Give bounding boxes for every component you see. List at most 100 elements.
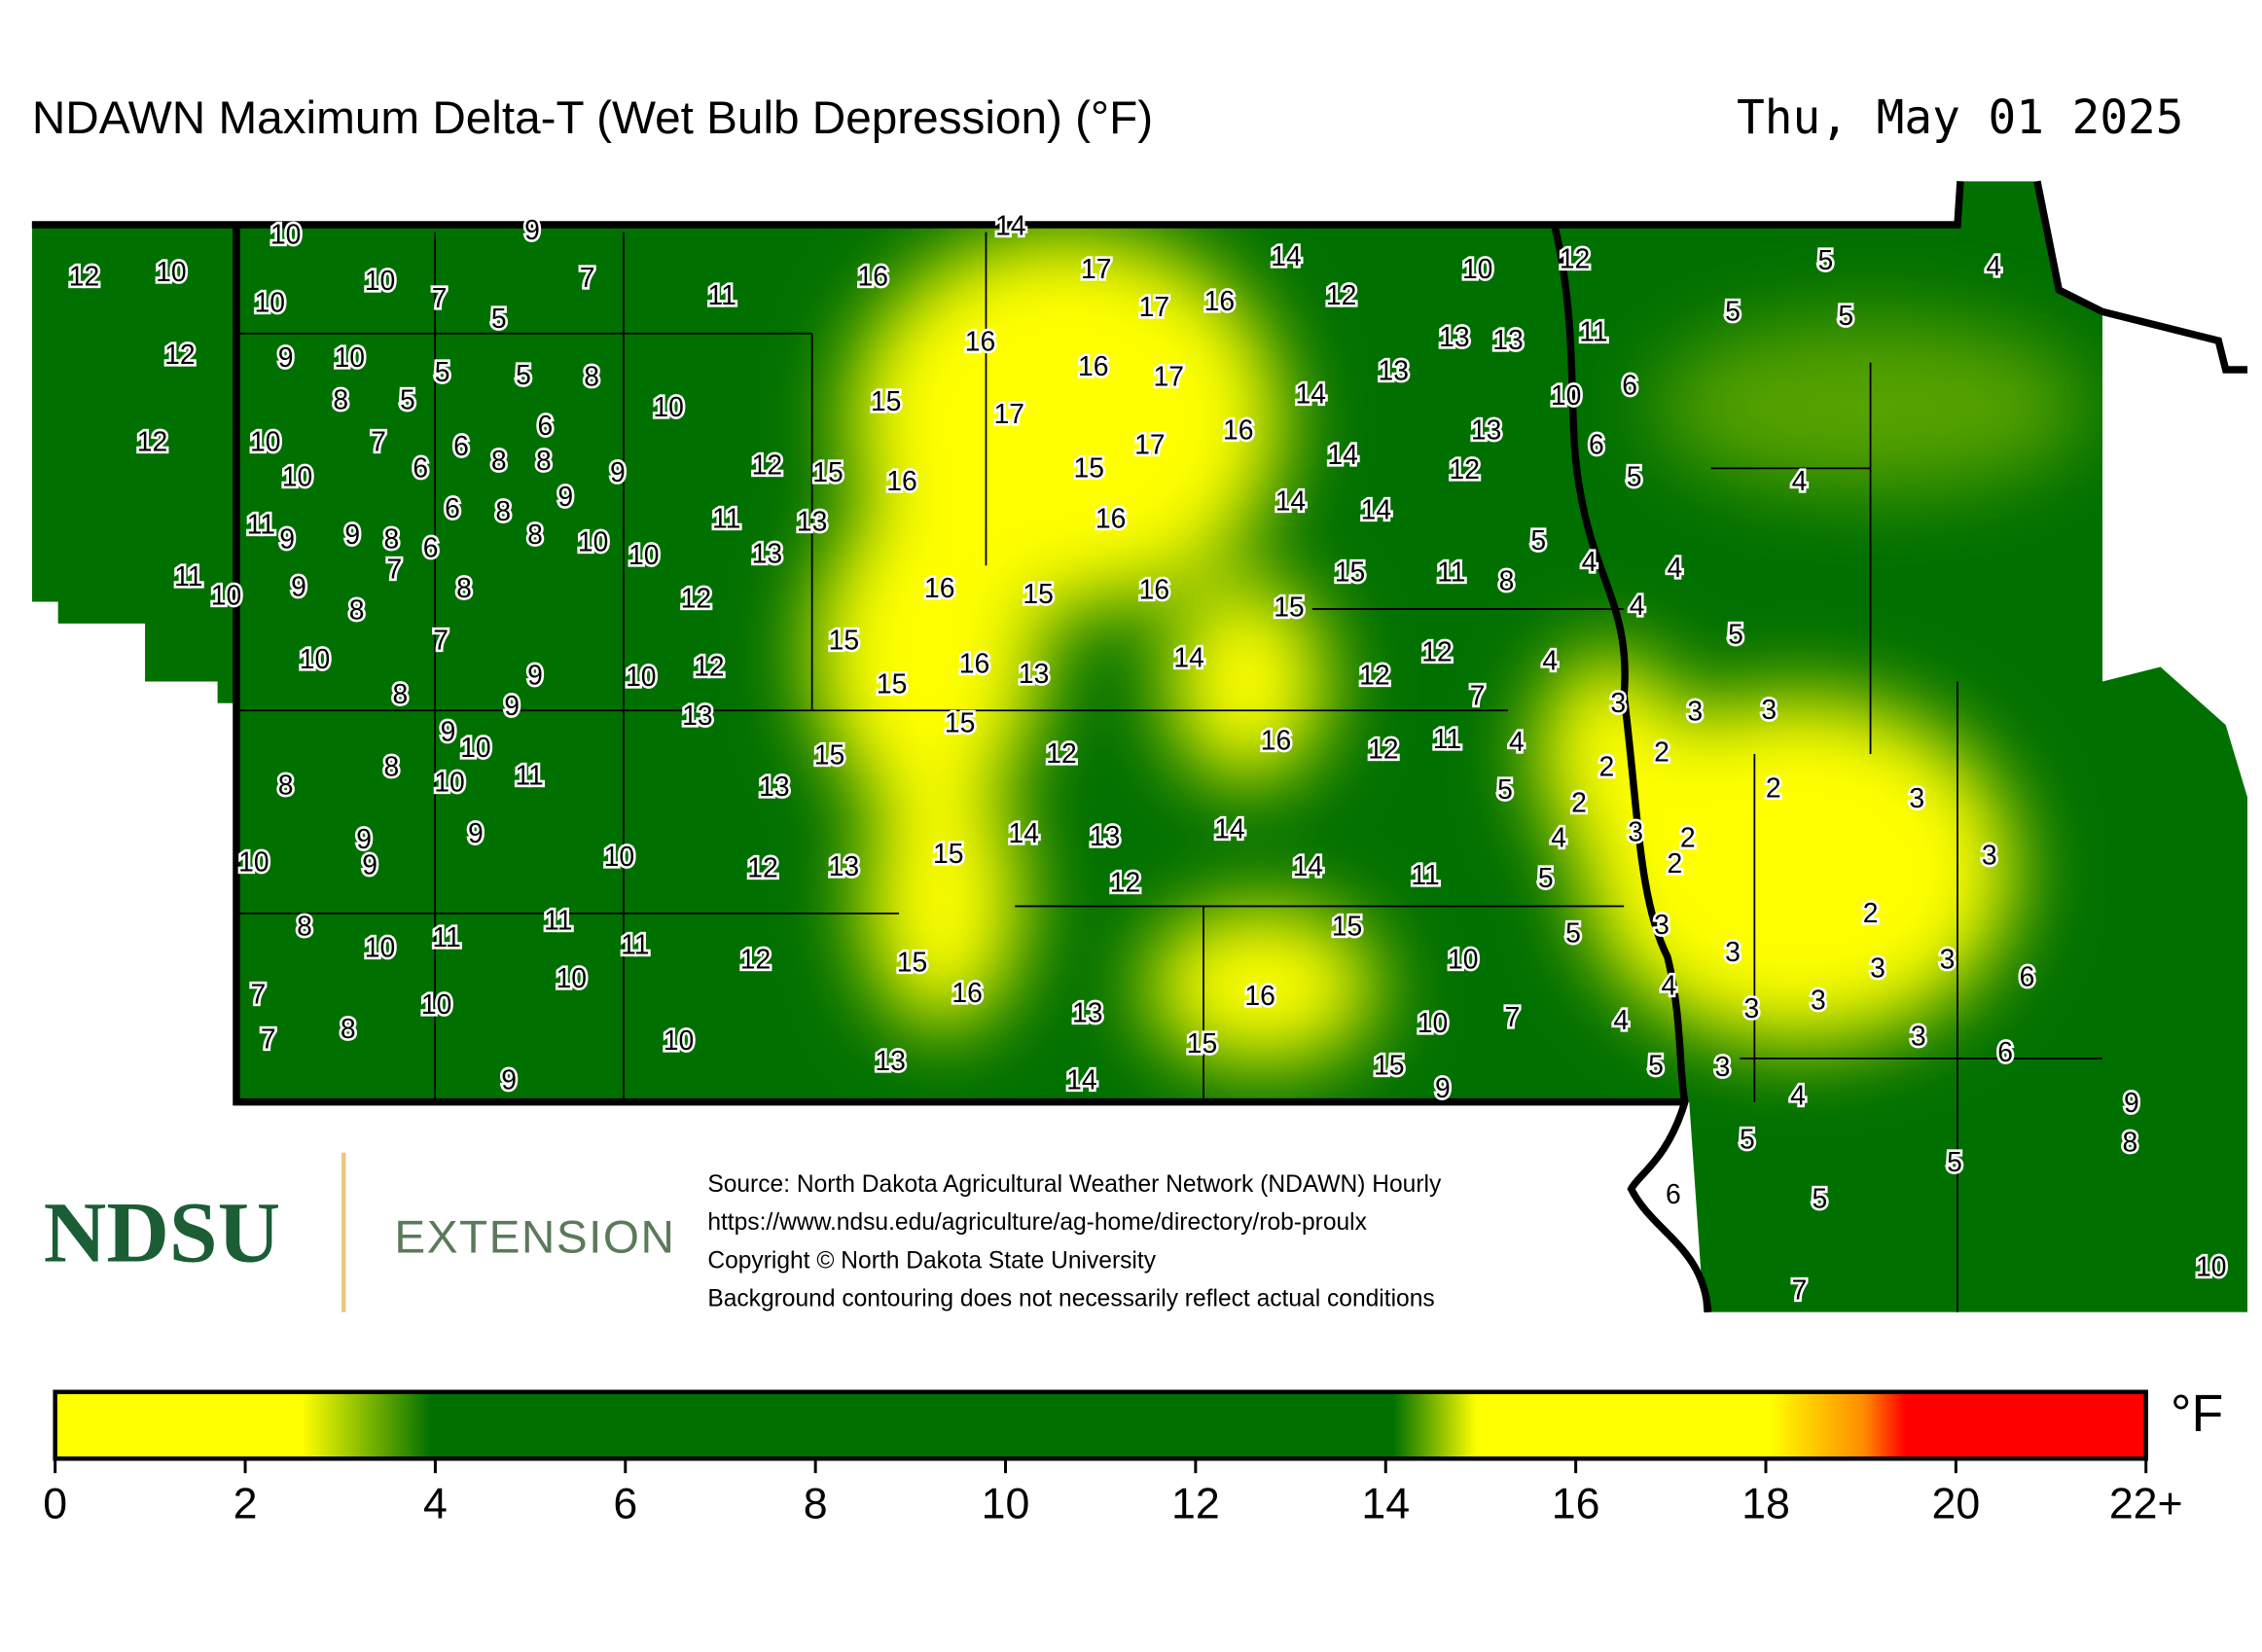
colorbar-unit: °F [2171,1384,2223,1443]
station-value: 5 [1497,773,1513,805]
date: Thu, May 01 2025 [1737,91,2183,145]
colorbar-tick-label: 4 [423,1480,448,1527]
station-value: 4 [1509,726,1525,757]
station-value: 9 [504,690,520,721]
station-value: 13 [1471,414,1501,446]
colorbar-tick-label: 2 [233,1480,258,1527]
station-value: 8 [349,593,365,625]
station-value: 12 [1046,737,1076,769]
station-value: 7 [371,426,386,457]
station-value: 13 [752,537,782,568]
station-value: 9 [291,571,306,602]
station-value: 16 [1244,980,1275,1011]
colorbar-tick-label: 22+ [2109,1480,2183,1527]
colorbar-ticks: 0 2 4 6 8 10 12 14 16 18 20 22+ [43,1458,2183,1527]
station-value: 3 [1610,687,1626,718]
station-value: 15 [1187,1027,1217,1059]
station-value: 14 [1293,850,1323,881]
station-value: 3 [1870,952,1885,984]
station-value: 15 [933,838,963,869]
station-value: 9 [1435,1072,1451,1103]
station-value: 3 [1982,839,1997,870]
station-value: 10 [156,256,186,287]
station-value: 10 [578,525,608,557]
station-value: 3 [1715,1051,1731,1082]
station-value: 9 [557,481,573,512]
station-value: 2 [1571,787,1587,818]
station-value: 4 [1630,590,1645,621]
station-value: 11 [712,503,740,534]
station-value: 10 [1418,1007,1448,1038]
station-value: 13 [797,505,827,536]
station-value: 5 [1530,524,1546,556]
station-value: 9 [278,341,294,373]
colorbar-tick-label: 20 [1931,1480,1980,1527]
station-value: 8 [491,445,507,476]
station-value: 14 [1271,240,1301,271]
station-value: 13 [1439,321,1469,352]
station-value: 13 [1492,324,1523,355]
station-value: 4 [1790,1080,1806,1111]
station-value: 4 [1613,1004,1629,1035]
colorbar-tick-label: 6 [613,1480,637,1527]
station-value: 5 [1838,300,1853,331]
station-value: 10 [365,265,395,296]
station-value: 10 [334,341,364,373]
station-value: 11 [174,560,202,592]
station-value: 15 [1335,557,1365,588]
logo-name: NDSU [44,1185,280,1281]
station-value: 15 [1023,578,1053,609]
source-line: https://www.ndsu.edu/agriculture/ag-home… [707,1209,1367,1236]
station-value: 9 [279,522,295,554]
station-value: 3 [1911,1021,1926,1052]
station-value: 8 [393,678,409,709]
station-value: 5 [1648,1049,1664,1080]
source-line: Copyright © North Dakota State Universit… [707,1247,1156,1274]
station-value: 9 [501,1063,517,1095]
station-value: 11 [708,279,736,310]
station-value: 11 [1411,859,1439,890]
station-value: 3 [1761,694,1777,725]
station-value: 6 [1666,1178,1681,1209]
station-value: 7 [1792,1274,1808,1305]
station-value: 8 [456,572,472,603]
station-value: 17 [1134,429,1165,460]
station-value: 9 [610,456,626,487]
station-value: 9 [468,817,484,848]
station-value: 14 [1214,812,1244,844]
station-value: 5 [400,383,415,414]
station-value: 3 [1811,984,1826,1015]
station-value: 14 [1275,485,1306,517]
station-value: 11 [1437,557,1465,588]
station-value: 10 [1551,379,1581,411]
station-value: 10 [421,988,451,1020]
station-value: 5 [1728,619,1743,650]
station-value: 12 [740,944,771,975]
station-value: 13 [1019,658,1049,689]
station-value: 9 [524,214,540,245]
station-value: 10 [255,286,285,317]
station-value: 5 [1817,244,1833,275]
station-value: 12 [747,852,777,883]
station-value: 9 [527,659,543,690]
station-value: 6 [423,531,439,562]
station-value: 4 [1986,250,2001,281]
station-value: 17 [1139,291,1169,322]
station-value: 14 [1296,377,1326,409]
station-value: 7 [580,262,595,293]
station-value: 12 [69,261,99,292]
station-value: 16 [1261,725,1291,756]
station-value: 5 [1740,1123,1755,1154]
station-value: 15 [897,947,927,978]
station-value: 5 [1947,1146,1962,1177]
station-value: 12 [681,582,711,613]
station-value: 9 [356,823,372,854]
station-value: 11 [621,929,649,960]
station-value: 3 [1743,992,1759,1024]
station-value: 4 [1667,552,1682,583]
station-value: 10 [664,1024,694,1056]
station-value: 16 [951,977,982,1008]
station-value: 12 [1359,659,1389,690]
